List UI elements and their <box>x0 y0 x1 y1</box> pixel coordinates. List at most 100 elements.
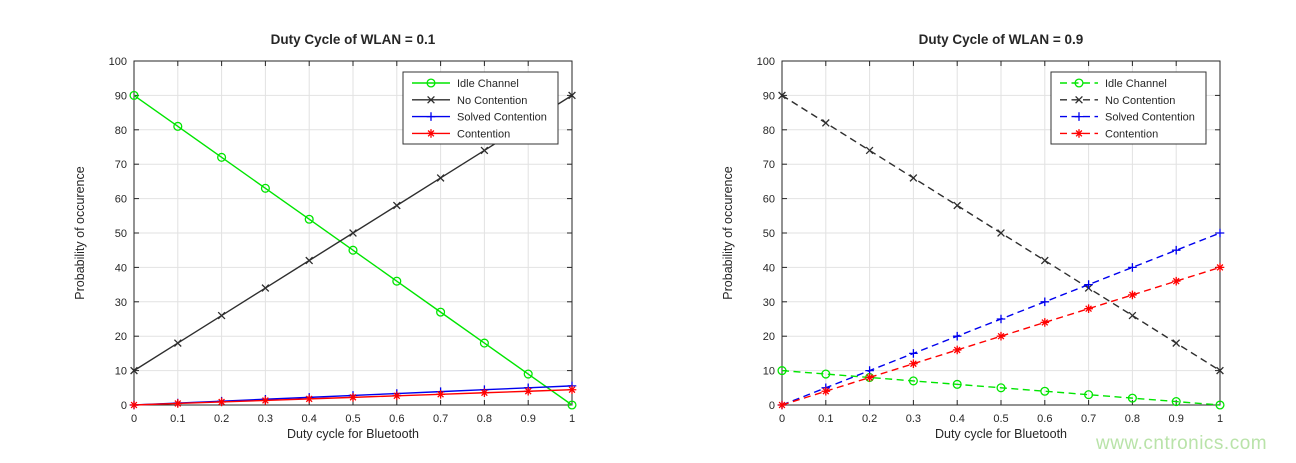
data-point-marker <box>777 400 787 410</box>
series-line <box>133 94 573 406</box>
data-point-marker <box>1084 280 1093 289</box>
legend-entry-no-contention: No Contention <box>1060 95 1175 107</box>
y-tick-label: 90 <box>115 90 127 102</box>
y-tick-label: 100 <box>757 56 775 68</box>
data-point-marker <box>129 400 139 410</box>
data-point-marker <box>523 386 533 396</box>
data-point-marker <box>1215 228 1225 238</box>
data-point-marker <box>217 311 226 320</box>
y-tick-label: 30 <box>763 297 775 309</box>
data-point-marker <box>865 373 874 382</box>
series-contention <box>777 263 1225 410</box>
legend-label: Contention <box>1105 128 1158 140</box>
x-tick-label: 0.5 <box>993 413 1008 425</box>
data-point-marker <box>304 394 314 404</box>
y-tick-label: 90 <box>763 90 775 102</box>
x-tick-label: 0.9 <box>521 413 536 425</box>
data-point-marker <box>909 349 918 358</box>
x-tick-label: 0.5 <box>345 413 360 425</box>
x-axis-label: Duty cycle for Bluetooth <box>287 427 419 441</box>
y-tick-label: 100 <box>109 56 127 68</box>
data-point-marker <box>1128 263 1137 272</box>
data-point-marker <box>173 339 182 347</box>
x-axis-label: Duty cycle for Bluetooth <box>935 427 1067 441</box>
data-point-marker <box>217 397 226 407</box>
x-tick-label: 1 <box>1217 413 1223 425</box>
chart-duty-cycle-wlan-0.1: 0 0.1 0.2 0.3 0.4 0.5 0.6 0.7 0.8 0.9 101020304050… <box>73 32 577 441</box>
legend-label: No Contention <box>457 95 527 107</box>
x-tick-label: 0.4 <box>950 413 965 425</box>
data-point-marker <box>1040 297 1050 307</box>
y-tick-label: 40 <box>763 262 775 274</box>
data-point-marker <box>952 345 962 355</box>
data-point-marker <box>260 183 270 193</box>
legend-marker <box>426 129 436 138</box>
data-point-marker <box>392 201 401 210</box>
legend-label: Idle Channel <box>1105 78 1167 90</box>
data-point-marker <box>952 331 962 341</box>
data-point-marker <box>1084 390 1094 400</box>
legend-label: Solved Contention <box>457 112 547 124</box>
data-point-marker <box>261 396 270 405</box>
legend-label: Idle Channel <box>457 78 519 90</box>
legend-marker <box>1074 129 1084 138</box>
y-tick-label: 0 <box>121 400 127 412</box>
legend-entry-solved-contention: Solved Contention <box>412 112 547 124</box>
legend-entry-contention: Contention <box>412 128 510 140</box>
x-tick-label: 0 <box>779 413 785 425</box>
data-point-marker <box>1128 311 1137 320</box>
data-point-marker <box>1216 366 1224 375</box>
legend-marker <box>1074 112 1084 121</box>
data-point-marker <box>1040 256 1049 265</box>
x-tick-label: 0.7 <box>1081 413 1096 425</box>
data-point-marker <box>568 91 576 100</box>
x-tick-label: 0.8 <box>1125 413 1140 425</box>
data-point-marker <box>348 393 358 402</box>
y-tick-label: 80 <box>115 125 127 137</box>
data-point-marker <box>392 276 402 286</box>
data-point-marker <box>996 383 1006 393</box>
x-tick-label: 0.2 <box>214 413 229 425</box>
legend: Idle Channel No Contention Solved Contenti… <box>402 71 559 145</box>
data-point-marker <box>567 385 577 395</box>
y-tick-label: 50 <box>763 228 775 240</box>
y-axis-label: Probability of occurence <box>721 166 735 299</box>
y-tick-label: 60 <box>115 194 127 206</box>
watermark-text: www.cntronics.com <box>1096 433 1268 454</box>
x-tick-label: 0.3 <box>258 413 273 425</box>
x-tick-label: 0.8 <box>477 413 492 425</box>
legend-marker <box>426 112 436 121</box>
series-line <box>781 369 1221 406</box>
data-point-marker <box>1171 245 1181 255</box>
data-point-marker <box>952 379 962 389</box>
y-tick-label: 50 <box>115 228 127 240</box>
y-tick-label: 40 <box>115 262 127 274</box>
legend-entry-contention: Contention <box>1060 128 1158 140</box>
data-point-marker <box>865 146 874 155</box>
tick-marks <box>133 60 573 406</box>
legend-marker <box>1074 78 1084 88</box>
y-tick-label: 10 <box>115 366 127 378</box>
x-tick-label: 0.6 <box>389 413 404 425</box>
data-point-marker <box>436 307 446 317</box>
x-tick-label: 0.9 <box>1169 413 1184 425</box>
data-point-marker <box>996 314 1006 324</box>
legend-label: Solved Contention <box>1105 112 1195 124</box>
data-point-marker <box>436 174 445 182</box>
data-point-marker <box>909 359 918 369</box>
data-point-marker <box>436 390 445 399</box>
data-point-marker <box>261 284 270 292</box>
chart-title: Duty Cycle of WLAN = 0.9 <box>919 32 1084 47</box>
data-point-marker <box>304 214 314 224</box>
series-idle-channel <box>129 90 577 410</box>
chart-title: Duty Cycle of WLAN = 0.1 <box>271 32 436 47</box>
y-tick-label: 60 <box>763 194 775 206</box>
data-point-marker <box>1215 263 1225 272</box>
data-point-marker <box>1040 318 1050 327</box>
data-point-marker <box>173 399 183 408</box>
x-tick-label: 0.4 <box>302 413 317 425</box>
data-point-marker <box>523 369 533 379</box>
data-point-marker <box>778 91 786 100</box>
y-tick-label: 80 <box>763 125 775 137</box>
